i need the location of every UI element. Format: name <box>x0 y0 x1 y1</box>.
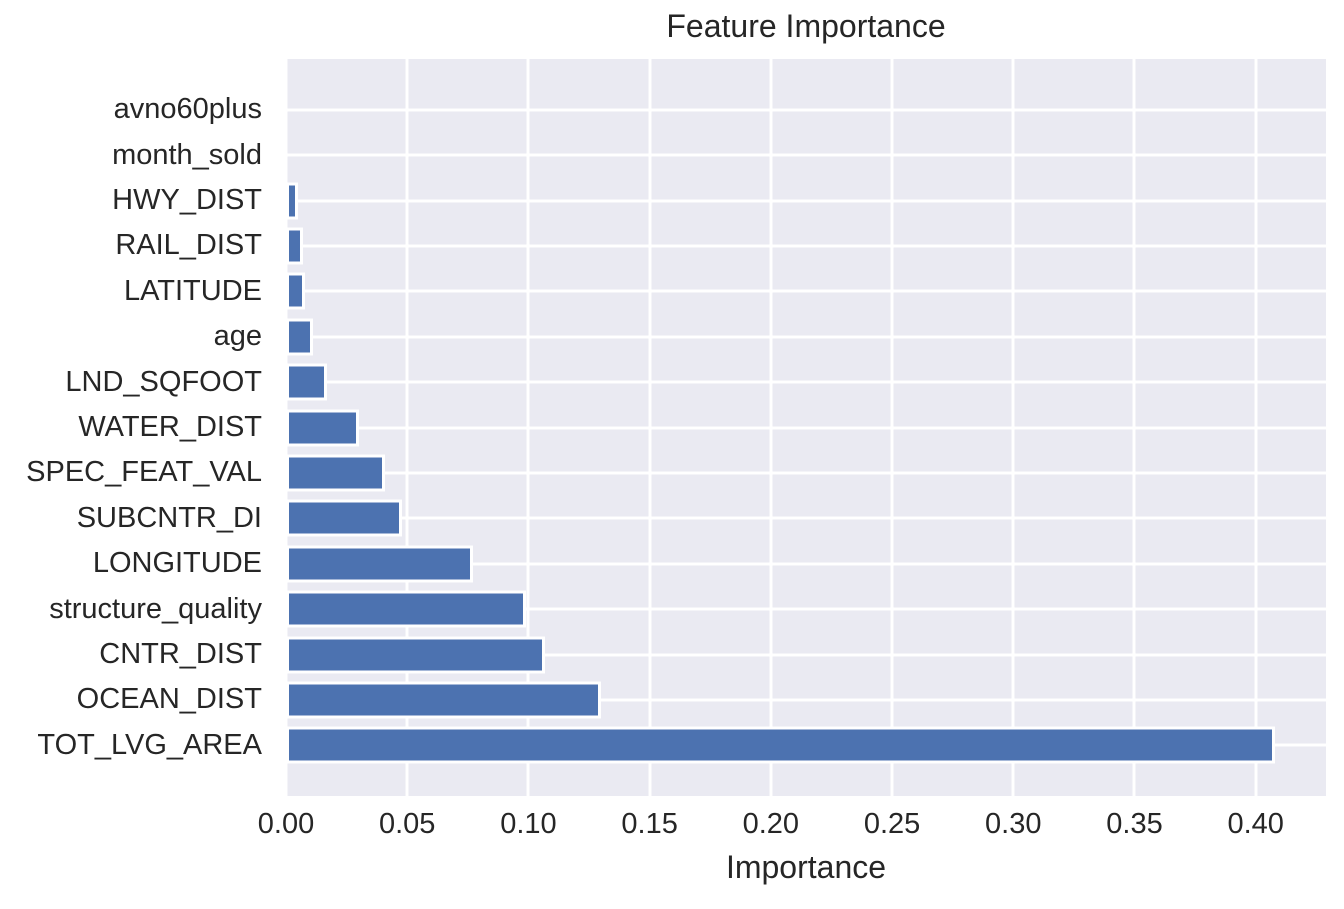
bar-row <box>286 269 1326 314</box>
bar-SUBCNTR_DI <box>286 499 403 537</box>
x-tick-label-0.10: 0.10 <box>500 808 557 840</box>
plot-area <box>284 59 1326 796</box>
gridline-horizontal <box>286 653 1326 657</box>
chart-title: Feature Importance <box>666 8 946 44</box>
x-tick-label-0.35: 0.35 <box>1106 808 1163 840</box>
bar-row <box>286 632 1326 677</box>
gridline-horizontal <box>286 153 1326 157</box>
y-tick-label-age: age <box>213 320 262 353</box>
bar-row <box>286 450 1326 495</box>
bar-row <box>286 223 1326 268</box>
gridline-horizontal <box>286 335 1326 339</box>
bar-OCEAN_DIST <box>286 681 602 719</box>
bar-row <box>286 178 1326 223</box>
y-tick-label-month_sold: month_sold <box>112 138 262 171</box>
x-tick-label-0.25: 0.25 <box>863 808 921 840</box>
gridline-horizontal <box>286 289 1326 293</box>
bar-row <box>286 132 1326 177</box>
bar-rows <box>286 87 1326 768</box>
bar-HWY_DIST <box>286 182 299 220</box>
y-tick-label-LATITUDE: LATITUDE <box>123 274 262 307</box>
x-tick-label-0.40: 0.40 <box>1227 808 1284 840</box>
y-tick-label-WATER_DIST: WATER_DIST <box>78 411 262 444</box>
bar-row <box>286 586 1326 631</box>
gridline-horizontal <box>286 698 1326 702</box>
y-tick-label-HWY_DIST: HWY_DIST <box>112 184 262 217</box>
gridline-horizontal <box>286 516 1326 520</box>
bar-row <box>286 677 1326 722</box>
y-axis-labels: avno60plus month_sold HWY_DIST RAIL_DIST LAT… <box>0 87 286 768</box>
bar-age <box>286 318 313 356</box>
x-tick-label-0.30: 0.30 <box>985 808 1042 840</box>
bar-structure_quality <box>286 590 526 628</box>
gridline-horizontal <box>286 562 1326 566</box>
y-tick-label-LONGITUDE: LONGITUDE <box>92 547 262 580</box>
x-axis-label: Importance <box>725 849 887 885</box>
x-axis-ticks: 0.00 0.05 0.10 0.15 0.20 0.25 0.30 0.35 0.40 <box>258 796 1326 844</box>
x-tick-label-0.05: 0.05 <box>378 808 436 840</box>
gridline-horizontal <box>286 607 1326 611</box>
y-tick-label-RAIL_DIST: RAIL_DIST <box>115 229 262 262</box>
bar-row <box>286 496 1326 541</box>
x-tick-label-0.20: 0.20 <box>742 808 800 840</box>
gridline-horizontal <box>286 426 1326 430</box>
bar-row <box>286 87 1326 132</box>
bar-TOT_LVG_AREA <box>286 726 1276 764</box>
gridline-horizontal <box>286 244 1326 248</box>
y-tick-label-SPEC_FEAT_VAL: SPEC_FEAT_VAL <box>26 456 262 489</box>
bar-RAIL_DIST <box>286 227 303 265</box>
bar-LONGITUDE <box>286 545 473 583</box>
gridline-horizontal <box>286 471 1326 475</box>
bar-row <box>286 405 1326 450</box>
gridline-horizontal <box>286 199 1326 203</box>
y-tick-label-structure_quality: structure_quality <box>49 592 262 625</box>
gridline-horizontal <box>286 380 1326 384</box>
bar-WATER_DIST <box>286 409 359 447</box>
bar-LND_SQFOOT <box>286 363 328 401</box>
bar-row <box>286 723 1326 768</box>
y-tick-label-CNTR_DIST: CNTR_DIST <box>99 638 262 671</box>
y-tick-label-OCEAN_DIST: OCEAN_DIST <box>76 683 262 716</box>
y-tick-label-TOT_LVG_AREA: TOT_LVG_AREA <box>37 728 262 761</box>
bar-CNTR_DIST <box>286 636 546 674</box>
bar-SPEC_FEAT_VAL <box>286 454 386 492</box>
y-tick-label-avno60plus: avno60plus <box>113 93 262 126</box>
x-tick-label-0.15: 0.15 <box>621 808 678 840</box>
y-tick-label-SUBCNTR_DI: SUBCNTR_DI <box>76 501 262 534</box>
y-tick-label-LND_SQFOOT: LND_SQFOOT <box>65 365 262 398</box>
bar-row <box>286 314 1326 359</box>
bar-LATITUDE <box>286 272 306 310</box>
gridline-horizontal <box>286 108 1326 112</box>
x-tick-label-0.00: 0.00 <box>257 808 315 840</box>
bar-row <box>286 541 1326 586</box>
bar-row <box>286 359 1326 404</box>
